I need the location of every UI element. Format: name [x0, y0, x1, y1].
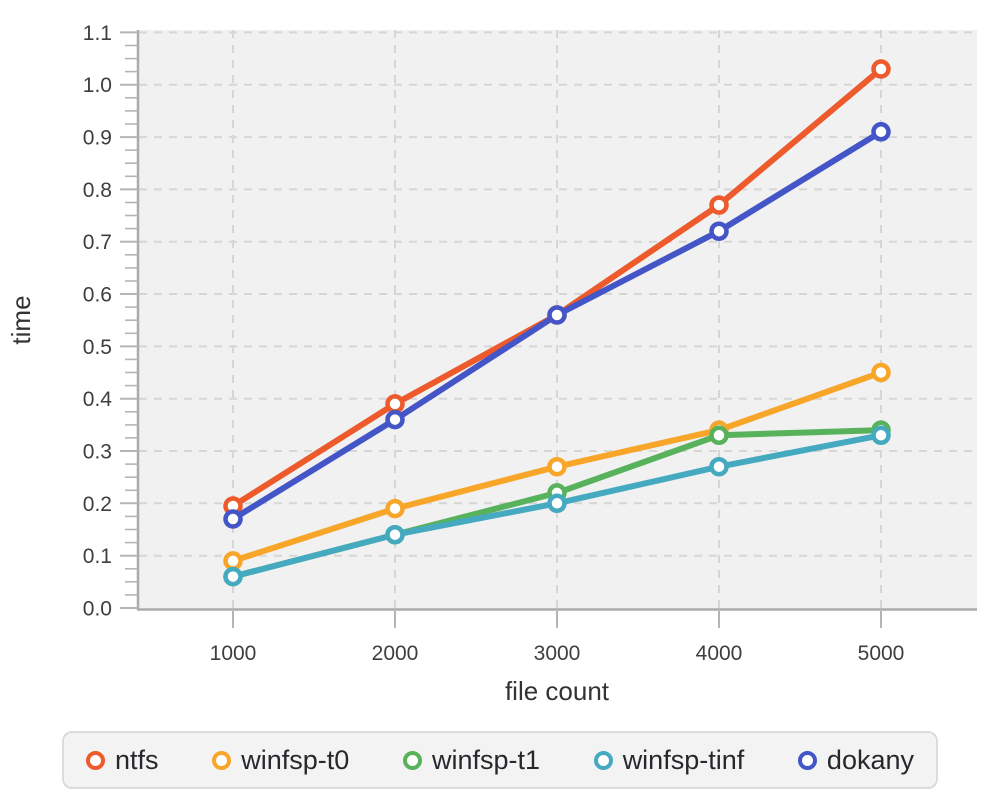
legend-ring-icon [402, 750, 422, 770]
x-axis-title: file count [505, 676, 610, 706]
y-tick-label: 0.0 [83, 598, 112, 621]
x-tick-label: 4000 [696, 642, 743, 665]
legend-ring-icon [86, 750, 105, 770]
y-axis-title: time [6, 295, 36, 344]
y-tick-label: 0.6 [83, 284, 112, 307]
series-marker-dokany [709, 221, 729, 241]
y-tick-label: 0.5 [83, 336, 112, 359]
series-marker-dokany [223, 509, 243, 529]
legend-item-ntfs: ntfs [86, 744, 159, 775]
series-marker-winfsp-tinf [223, 566, 243, 587]
x-tick-label: 5000 [858, 642, 905, 665]
series-marker-winfsp-t0 [385, 498, 405, 519]
legend-label: winfsp-t1 [431, 744, 540, 775]
series-marker-winfsp-t0 [547, 456, 567, 477]
legend-label: ntfs [115, 744, 159, 775]
y-tick-label: 0.8 [83, 179, 112, 202]
series-marker-dokany [385, 409, 405, 430]
line-chart: 0.0 0.1 0.2 0.3 0.4 0.5 0.6 0.7 0.8 0.9 1.0 1.1 1000… [6, 22, 977, 706]
y-tick-label: 0.2 [83, 493, 112, 516]
series-marker-winfsp-t0 [871, 362, 891, 383]
series-marker-ntfs [385, 394, 405, 414]
series-marker-winfsp-tinf [709, 456, 729, 477]
series-marker-ntfs [871, 59, 891, 79]
series-marker-winfsp-t1 [709, 425, 729, 446]
y-tick-label: 0.9 [83, 127, 112, 150]
series-marker-ntfs [709, 195, 729, 215]
legend-item-winfsp-tinf: winfsp-tinf [593, 744, 745, 775]
y-tick-label: 0.4 [83, 388, 113, 411]
y-tick-label: 0.3 [83, 441, 112, 464]
legend-ring-icon [797, 750, 817, 770]
legend-ring-icon [212, 750, 232, 770]
series-marker-winfsp-t0 [223, 551, 243, 571]
legend-item-winfsp-t0: winfsp-t0 [212, 744, 350, 775]
x-tick-label: 1000 [210, 642, 257, 665]
x-tick-label: 3000 [534, 642, 581, 665]
series-marker-dokany [871, 122, 891, 142]
legend: ntfs winfsp-t0 winfsp-t1 winfsp-tinf dokany [62, 731, 938, 789]
series-marker-winfsp-tinf [385, 524, 405, 545]
legend-label: dokany [826, 744, 914, 775]
legend-ring-icon [593, 750, 613, 770]
y-tick-label: 0.7 [83, 231, 112, 254]
series-marker-winfsp-tinf [547, 493, 567, 514]
series-marker-winfsp-tinf [871, 425, 891, 446]
x-tick-label: 2000 [372, 642, 419, 665]
legend-label: winfsp-tinf [622, 744, 745, 775]
series-marker-dokany [547, 305, 567, 325]
legend-label: winfsp-t0 [241, 744, 350, 775]
legend-item-dokany: dokany [797, 744, 914, 775]
legend-item-winfsp-t1: winfsp-t1 [402, 744, 540, 775]
y-tick-label: 0.1 [83, 545, 112, 568]
y-tick-label: 1.1 [83, 22, 112, 45]
y-tick-label: 1.0 [83, 74, 112, 97]
